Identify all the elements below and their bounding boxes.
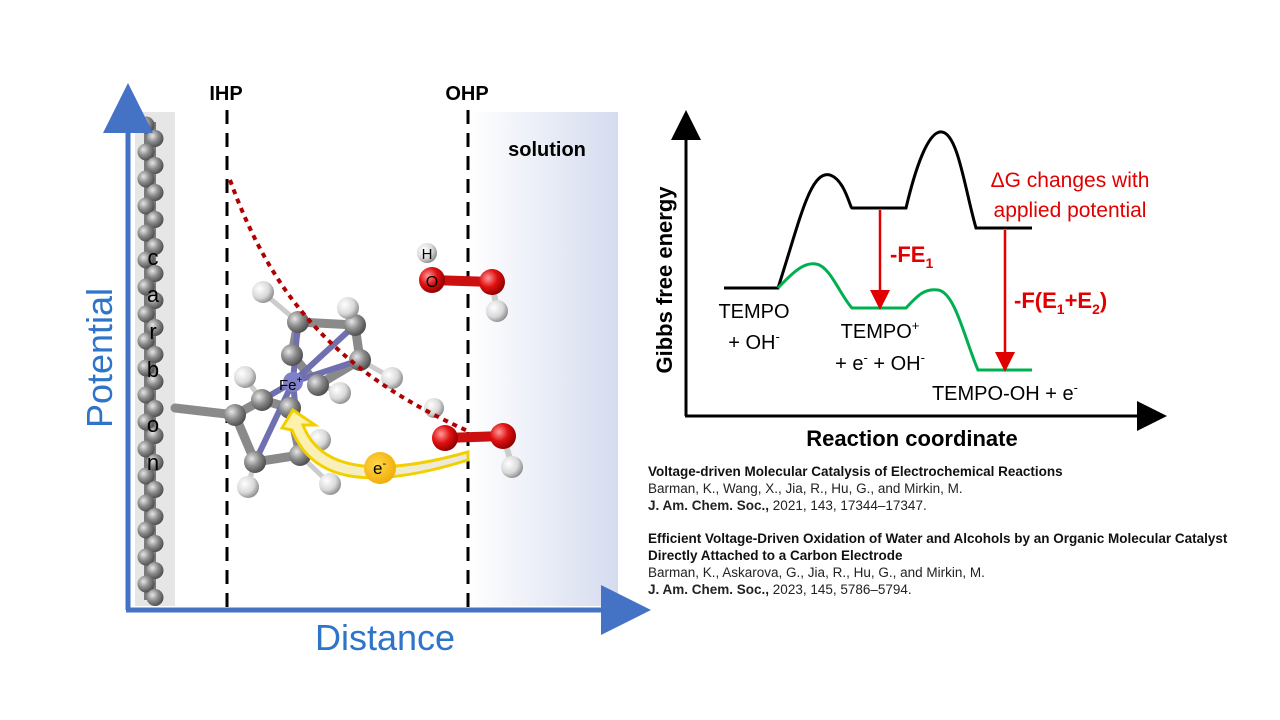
reference-journal: J. Am. Chem. Soc., xyxy=(648,498,770,513)
gibbs-axis-label: Gibbs free energy xyxy=(652,186,677,374)
carbon-atom xyxy=(137,494,155,512)
carbon-atom xyxy=(137,359,155,377)
carbon-atom xyxy=(146,157,164,174)
carbon-atom xyxy=(146,535,164,552)
state3-label: TEMPO-OH + e- xyxy=(932,380,1078,405)
carbon-atom xyxy=(137,413,155,431)
reference-title: Efficient Voltage-Driven Oxidation of Wa… xyxy=(648,531,1228,563)
carbon-atom xyxy=(146,292,164,309)
carbon-atom xyxy=(146,589,164,606)
carbon-atom xyxy=(146,184,164,201)
carbon-atom xyxy=(137,467,155,485)
reference-journal-line: J. Am. Chem. Soc., 2023, 145, 5786–5794. xyxy=(648,581,1268,598)
carbon-atom xyxy=(137,440,155,458)
fe-label: Fe+ xyxy=(279,375,303,394)
water-molecule-top: H O xyxy=(417,243,508,322)
state2-line2: + e- + OH- xyxy=(835,350,925,375)
carbon-atom xyxy=(137,197,155,215)
black-energy-path xyxy=(724,130,1032,290)
ihp-label: IHP xyxy=(209,83,242,105)
fe1e2-label: -F(E1+E2) xyxy=(1014,288,1107,317)
carbon-atom xyxy=(146,562,164,579)
potential-profile-curve xyxy=(228,179,471,434)
carbon-atom xyxy=(137,521,155,539)
carbon-atom xyxy=(146,508,164,525)
dg-note-line1: ΔG changes with xyxy=(991,169,1150,192)
reference-2: Efficient Voltage-Driven Oxidation of Wa… xyxy=(648,530,1268,598)
carbon-atom-chain xyxy=(137,116,164,606)
carbon-atom xyxy=(146,400,164,417)
state2-line1: TEMPO+ xyxy=(841,318,920,343)
solution-label: solution xyxy=(508,139,586,161)
dg-note-line2: applied potential xyxy=(994,199,1147,222)
water-o-label: O xyxy=(426,274,438,291)
reference-authors: Barman, K., Wang, X., Jia, R., Hu, G., a… xyxy=(648,481,963,496)
solution-region xyxy=(468,112,618,606)
electrode-letter: n xyxy=(147,450,159,475)
reference-authors: Barman, K., Askarova, G., Jia, R., Hu, G… xyxy=(648,565,985,580)
electrode-letter: r xyxy=(149,319,156,344)
potential-axis-label: Potential xyxy=(79,288,120,428)
carbon-atom xyxy=(137,386,155,404)
carbon-atom xyxy=(146,130,164,147)
carbon-atom xyxy=(146,373,164,390)
electrode-letter: a xyxy=(147,282,160,307)
carbon-atom xyxy=(146,481,164,498)
electron-transfer-arrow: e- xyxy=(279,407,470,484)
carbon-atom xyxy=(137,224,155,242)
carbon-atom xyxy=(146,238,164,255)
electron-label: e- xyxy=(373,458,386,478)
reference-journal: J. Am. Chem. Soc., xyxy=(648,582,770,597)
reaction-axis-label: Reaction coordinate xyxy=(806,426,1017,451)
carbon-atom xyxy=(146,319,164,336)
ohp-label: OHP xyxy=(445,83,488,105)
carbon-atom xyxy=(137,305,155,323)
state1-line2: + OH- xyxy=(728,329,780,354)
carbon-atom xyxy=(146,454,164,471)
carbon-atom xyxy=(137,575,155,593)
carbon-atom xyxy=(146,211,164,228)
electrode-letter: c xyxy=(148,245,159,270)
energy-diagram: Gibbs free energy Reaction coordinate -F… xyxy=(652,110,1167,451)
green-energy-path xyxy=(776,262,1032,372)
references: Voltage-driven Molecular Catalysis of El… xyxy=(648,463,1268,614)
electrode-letter: o xyxy=(147,412,159,437)
reference-details: 2023, 145, 5786–5794. xyxy=(769,582,912,597)
reference-details: 2021, 143, 17344–17347. xyxy=(769,498,927,513)
carbon-atom xyxy=(137,251,155,269)
carbon-atom xyxy=(137,143,155,161)
electrode-letter: b xyxy=(147,357,159,382)
reference-journal-line: J. Am. Chem. Soc., 2021, 143, 17344–1734… xyxy=(648,497,1268,514)
electrode-diagram: IHP OHP solution c a r b o n xyxy=(79,83,651,658)
carbon-atom xyxy=(137,548,155,566)
carbon-atom xyxy=(146,265,164,282)
carbon-atom xyxy=(137,332,155,350)
reference-1: Voltage-driven Molecular Catalysis of El… xyxy=(648,463,1268,514)
distance-axis-label: Distance xyxy=(315,617,455,658)
fe1-label: -FE1 xyxy=(890,242,933,271)
carbon-atom xyxy=(146,427,164,444)
state1-line1: TEMPO xyxy=(718,301,789,323)
electrode-letters: c a r b o n xyxy=(147,245,160,475)
carbon-atom xyxy=(137,170,155,188)
water-h-label: H xyxy=(422,246,433,263)
carbon-atom xyxy=(137,278,155,296)
carbon-atom xyxy=(146,346,164,363)
reference-title: Voltage-driven Molecular Catalysis of El… xyxy=(648,464,1063,479)
